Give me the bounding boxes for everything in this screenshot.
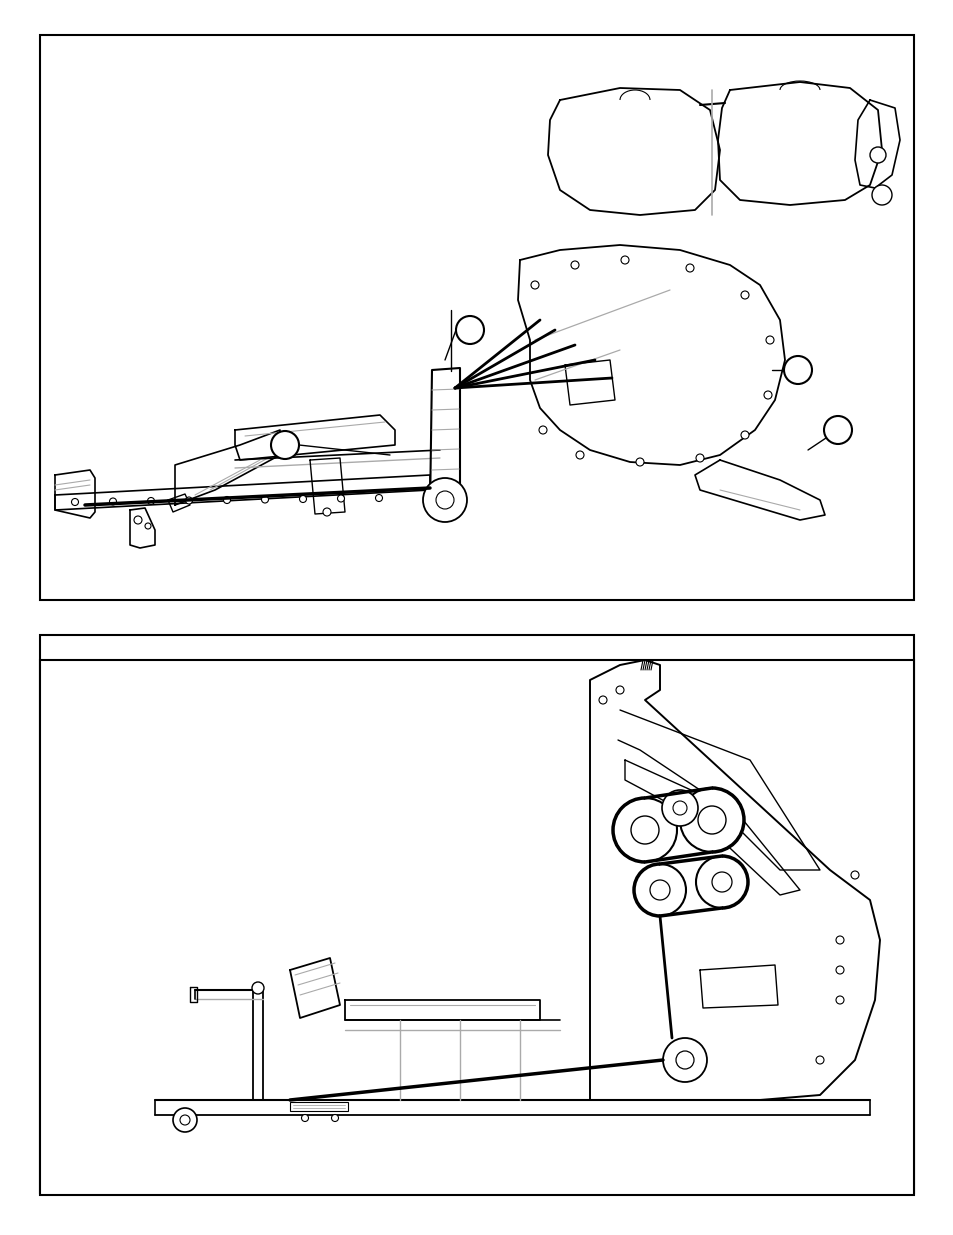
Circle shape (815, 1056, 823, 1065)
Circle shape (823, 416, 851, 445)
Circle shape (71, 499, 78, 505)
Circle shape (271, 431, 298, 459)
Circle shape (331, 1114, 338, 1121)
Circle shape (422, 478, 467, 522)
Circle shape (337, 495, 344, 501)
Circle shape (598, 697, 606, 704)
Circle shape (685, 264, 693, 272)
Circle shape (456, 316, 483, 345)
Circle shape (662, 1037, 706, 1082)
Circle shape (148, 498, 154, 505)
Circle shape (679, 788, 743, 852)
Circle shape (871, 185, 891, 205)
Circle shape (630, 816, 659, 844)
Circle shape (835, 936, 843, 944)
Circle shape (763, 391, 771, 399)
Circle shape (323, 508, 331, 516)
Circle shape (261, 496, 268, 503)
Circle shape (172, 1108, 196, 1132)
Circle shape (110, 498, 116, 505)
Circle shape (711, 872, 731, 892)
Circle shape (531, 282, 538, 289)
Circle shape (649, 881, 669, 900)
Circle shape (299, 495, 306, 503)
Circle shape (576, 451, 583, 459)
Circle shape (765, 336, 773, 345)
Circle shape (869, 147, 885, 163)
Circle shape (850, 871, 858, 879)
Circle shape (740, 431, 748, 438)
Circle shape (740, 291, 748, 299)
Circle shape (783, 356, 811, 384)
Circle shape (620, 256, 628, 264)
Circle shape (133, 516, 142, 524)
Bar (40, 35, 913, 600)
Circle shape (223, 496, 231, 504)
Circle shape (698, 806, 725, 834)
Circle shape (436, 492, 454, 509)
Circle shape (252, 982, 264, 994)
Circle shape (538, 426, 546, 433)
Circle shape (185, 496, 193, 504)
Circle shape (301, 1114, 308, 1121)
Bar (290, 1102, 348, 1112)
Bar (40, 635, 913, 1193)
Circle shape (616, 685, 623, 694)
Bar (40, 659, 913, 1195)
Circle shape (180, 1115, 190, 1125)
Circle shape (571, 261, 578, 269)
Circle shape (835, 966, 843, 974)
Circle shape (634, 864, 685, 916)
Circle shape (676, 1051, 693, 1070)
Circle shape (672, 802, 686, 815)
Circle shape (613, 798, 677, 862)
Circle shape (661, 790, 698, 826)
Circle shape (636, 458, 643, 466)
Circle shape (696, 856, 747, 908)
Circle shape (375, 494, 382, 501)
Circle shape (145, 522, 151, 529)
Circle shape (696, 454, 703, 462)
Circle shape (835, 995, 843, 1004)
